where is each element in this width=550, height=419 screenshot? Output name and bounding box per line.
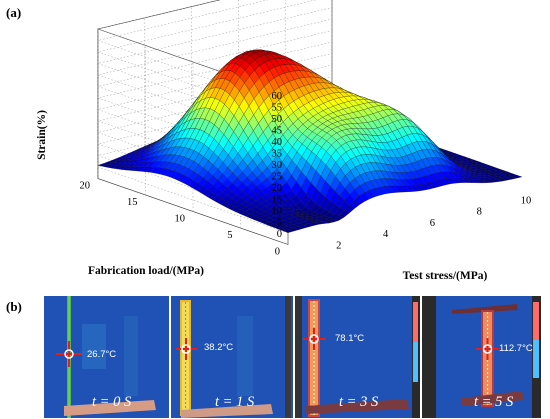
time-label: t = 3 S	[339, 394, 379, 410]
time-label: t = 5 S	[474, 394, 514, 410]
time-label: t = 1 S	[215, 394, 255, 410]
z-axis-label: Strain(%)	[36, 110, 48, 160]
z-tick-label: 55	[272, 103, 283, 114]
x-tick-label: 6	[430, 218, 435, 229]
strain-surface	[97, 49, 523, 233]
y-axis-label: Fabrication load/(MPa)	[88, 265, 204, 277]
surface-facet	[511, 175, 523, 179]
thermal-frame-1: 38.2°C t = 1 S	[171, 296, 293, 418]
z-tick-label: 10	[272, 206, 283, 217]
temperature-label: 38.2°C	[204, 342, 234, 353]
thermal-scene-2	[295, 296, 420, 418]
x-axis-label: Test stress/(MPa)	[403, 270, 488, 282]
z-tick-label: 60	[272, 91, 283, 102]
temperature-label: 112.7°C	[499, 343, 533, 354]
z-tick-label: 50	[272, 114, 283, 125]
z-tick-label: 35	[272, 149, 283, 160]
crosshair-icon	[56, 341, 82, 367]
thermal-scene-3	[422, 296, 541, 418]
z-tick-label: 5	[277, 218, 282, 229]
thermal-frame-2: 78.1°C t = 3 S	[295, 296, 420, 418]
z-tick-label: 0	[277, 229, 282, 240]
x-tick-label: 4	[383, 229, 389, 240]
panel-a-label: (a)	[6, 5, 22, 20]
crosshair-icon	[303, 328, 326, 350]
y-tick-label: 15	[127, 197, 138, 208]
x-tick-label: 10	[521, 196, 532, 207]
temperature-label: 26.7°C	[87, 349, 117, 360]
thermal-frame-3: 112.7°C t = 5 S	[422, 296, 541, 418]
y-tick-label: 20	[80, 181, 91, 192]
z-tick-label: 25	[272, 172, 283, 183]
thermal-scene-1	[171, 296, 293, 418]
z-tick-label: 40	[272, 137, 283, 148]
y-tick-label: 10	[175, 214, 186, 225]
time-label: t = 0 S	[92, 394, 132, 410]
thermal-frame-0: 26.7°C t = 0 S	[44, 296, 169, 418]
thermal-scene-0	[44, 296, 169, 418]
y-tick-label: 5	[227, 230, 232, 241]
z-tick-label: 20	[272, 183, 283, 194]
z-tick-label: 45	[272, 126, 283, 137]
thermal-image-row: 26.7°C t = 0 S 38.2°C t = 1 S	[44, 296, 541, 418]
y-tick-label: 0	[275, 247, 280, 258]
temperature-label: 78.1°C	[335, 333, 365, 344]
x-tick-label: 8	[477, 207, 482, 218]
z-tick-label: 15	[272, 195, 283, 206]
crosshair-icon	[176, 338, 197, 360]
panel-b-label: (b)	[6, 299, 22, 314]
x-tick-label: 2	[336, 240, 341, 251]
z-tick-label: 30	[272, 160, 283, 171]
crosshair-icon	[476, 338, 499, 360]
